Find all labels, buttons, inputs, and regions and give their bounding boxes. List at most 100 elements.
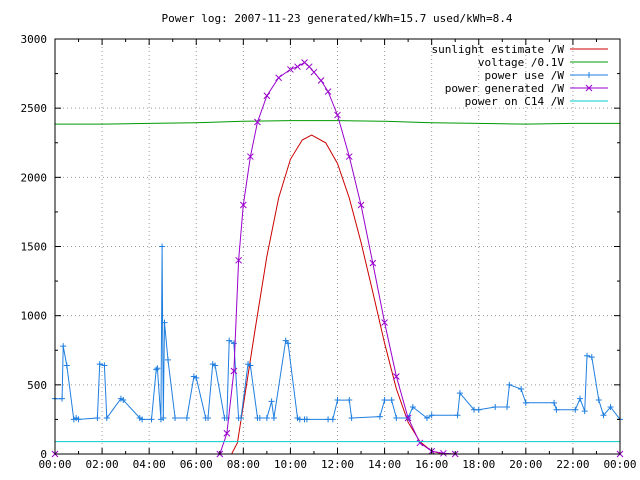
data-point-power-generated-w [235, 256, 242, 264]
data-point-power-use-w [193, 374, 200, 381]
data-point-power-use-w [226, 337, 233, 344]
x-tick-label: 00:00 [603, 458, 636, 471]
legend-label-power-on-c14-w: power on C14 /W [465, 95, 565, 108]
data-point-power-use-w [553, 406, 560, 413]
data-point-power-use-w [376, 413, 383, 420]
x-tick-label: 12:00 [321, 458, 354, 471]
data-point-power-use-w [120, 397, 127, 404]
data-point-power-use-w [153, 366, 160, 373]
x-tick-label: 10:00 [274, 458, 307, 471]
y-tick-label: 2500 [21, 102, 48, 115]
data-point-power-use-w [492, 403, 499, 410]
data-point-power-use-w [381, 397, 388, 404]
data-point-power-generated-w [369, 259, 377, 267]
data-point-power-use-w [518, 385, 525, 392]
data-point-power-use-w [60, 343, 67, 350]
data-point-power-generated-w [294, 63, 301, 71]
data-point-power-use-w [263, 415, 270, 422]
y-tick-label: 2000 [21, 171, 48, 184]
x-tick-label: 18:00 [462, 458, 495, 471]
data-point-power-use-w [303, 416, 310, 423]
data-point-power-use-w [148, 416, 155, 423]
x-tick-label: 00:00 [38, 458, 71, 471]
legend-label-sunlight-estimate-w: sunlight estimate /W [432, 43, 565, 56]
data-point-power-use-w [165, 356, 171, 363]
data-point-power-use-w [75, 416, 82, 423]
chart-title: Power log: 2007-11-23 generated/kWh=15.7… [162, 12, 513, 25]
data-point-power-use-w [576, 395, 583, 402]
data-point-power-use-w [212, 362, 219, 369]
data-point-power-use-w [139, 416, 146, 423]
data-point-power-use-w [329, 416, 336, 423]
data-point-power-generated-w [334, 111, 341, 119]
x-tick-label: 20:00 [509, 458, 542, 471]
data-point-power-use-w [409, 403, 416, 410]
x-tick-label: 06:00 [180, 458, 213, 471]
data-point-power-use-w [428, 412, 435, 419]
data-point-power-use-w [581, 408, 588, 415]
data-point-power-generated-w [317, 77, 325, 84]
x-tick-label: 16:00 [415, 458, 448, 471]
data-point-power-use-w [285, 340, 292, 347]
x-tick-label: 02:00 [86, 458, 119, 471]
x-tick-label: 08:00 [227, 458, 260, 471]
data-point-power-generated-w [357, 201, 365, 209]
data-point-power-use-w [270, 415, 277, 422]
data-point-power-use-w [256, 415, 263, 422]
data-point-power-use-w [183, 415, 190, 422]
x-tick-label: 04:00 [133, 458, 166, 471]
data-point-power-generated-w [254, 118, 261, 126]
data-point-power-generated-w [416, 439, 424, 447]
data-point-power-use-w [247, 362, 254, 369]
data-point-power-use-w [595, 397, 602, 404]
data-point-power-use-w [160, 415, 167, 422]
data-point-power-use-w [607, 403, 614, 410]
data-point-power-use-w [388, 397, 395, 404]
series-line-sunlight-estimate-w [55, 134, 620, 455]
data-point-power-generated-w [263, 92, 271, 100]
data-point-power-use-w [588, 354, 595, 361]
legend-marker-power-generated-w [585, 84, 593, 92]
data-point-power-use-w [205, 415, 212, 422]
data-point-power-use-w [600, 412, 607, 419]
data-point-power-generated-w [247, 153, 254, 160]
data-point-power-use-w [506, 381, 513, 388]
y-tick-label: 3000 [21, 33, 48, 46]
data-point-power-use-w [161, 319, 168, 326]
data-point-power-use-w [475, 406, 482, 413]
data-point-power-use-w [504, 403, 510, 410]
y-tick-label: 0 [40, 448, 47, 461]
data-point-power-use-w [454, 412, 461, 419]
data-point-power-use-w [268, 398, 275, 405]
data-point-power-generated-w [393, 373, 400, 380]
legend-label-power-use-w: power use /W [485, 69, 565, 82]
data-point-power-use-w [393, 415, 400, 422]
legend-label-voltage-0-1v: voltage /0.1V [478, 56, 564, 69]
data-point-power-use-w [334, 397, 341, 404]
data-point-power-generated-w [223, 429, 231, 437]
data-point-power-use-w [230, 340, 237, 347]
axis-ticks: 00:00 02:00 04:00 06:00 08:00 10:00 12:00 14:00… [21, 33, 637, 471]
data-point-power-generated-w [310, 68, 318, 76]
data-point-power-generated-w [239, 201, 247, 209]
data-point-power-use-w [154, 365, 161, 372]
legend-marker-power-use-w [586, 72, 592, 78]
legend-label-power-generated-w: power generated /W [445, 82, 565, 95]
y-tick-label: 1500 [21, 241, 48, 254]
data-point-power-use-w [101, 362, 108, 369]
data-point-power-generated-w [440, 449, 447, 457]
data-point-power-use-w [572, 406, 579, 413]
data-point-power-use-w [584, 352, 591, 359]
data-point-power-generated-w [305, 63, 313, 71]
data-point-power-use-w [346, 397, 353, 404]
data-point-power-generated-w [404, 414, 412, 422]
data-point-power-use-w [172, 415, 179, 422]
y-tick-label: 1000 [21, 310, 48, 323]
x-tick-label: 14:00 [368, 458, 401, 471]
data-point-power-generated-w [381, 319, 388, 326]
data-point-power-use-w [63, 362, 70, 369]
data-point-power-use-w [456, 390, 463, 397]
data-point-power-use-w [96, 361, 103, 368]
